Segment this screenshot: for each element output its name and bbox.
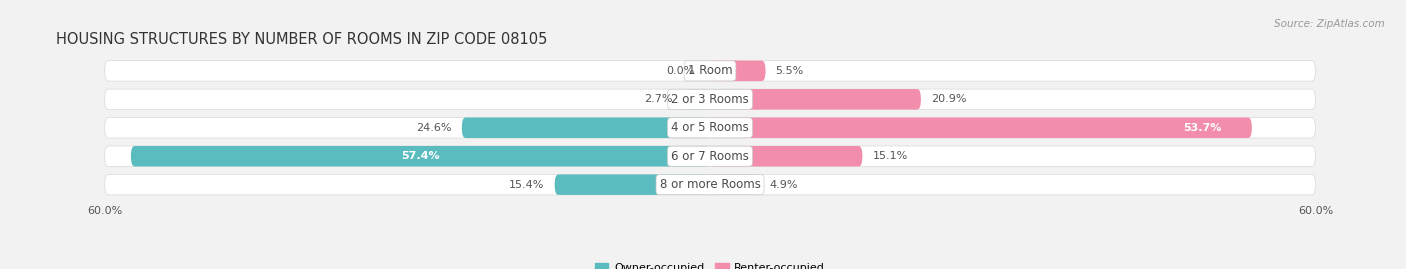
Text: Source: ZipAtlas.com: Source: ZipAtlas.com: [1274, 19, 1385, 29]
FancyBboxPatch shape: [683, 89, 710, 109]
FancyBboxPatch shape: [461, 118, 710, 138]
FancyBboxPatch shape: [104, 146, 1316, 167]
Text: 2.7%: 2.7%: [644, 94, 672, 104]
Text: HOUSING STRUCTURES BY NUMBER OF ROOMS IN ZIP CODE 08105: HOUSING STRUCTURES BY NUMBER OF ROOMS IN…: [56, 32, 547, 47]
Text: 4.9%: 4.9%: [769, 180, 799, 190]
FancyBboxPatch shape: [104, 118, 1316, 138]
FancyBboxPatch shape: [131, 146, 710, 167]
Text: 8 or more Rooms: 8 or more Rooms: [659, 178, 761, 191]
FancyBboxPatch shape: [104, 174, 1316, 195]
FancyBboxPatch shape: [710, 146, 862, 167]
FancyBboxPatch shape: [104, 61, 1316, 81]
Text: 5.5%: 5.5%: [776, 66, 804, 76]
Text: 6 or 7 Rooms: 6 or 7 Rooms: [671, 150, 749, 163]
Text: 15.4%: 15.4%: [509, 180, 544, 190]
Text: 15.1%: 15.1%: [873, 151, 908, 161]
Text: 24.6%: 24.6%: [416, 123, 451, 133]
FancyBboxPatch shape: [104, 89, 1316, 109]
Text: 2 or 3 Rooms: 2 or 3 Rooms: [671, 93, 749, 106]
Text: 20.9%: 20.9%: [931, 94, 966, 104]
FancyBboxPatch shape: [710, 89, 921, 109]
Text: 1 Room: 1 Room: [688, 64, 733, 77]
Text: 0.0%: 0.0%: [666, 66, 695, 76]
Text: 57.4%: 57.4%: [401, 151, 440, 161]
FancyBboxPatch shape: [554, 174, 710, 195]
Text: 4 or 5 Rooms: 4 or 5 Rooms: [671, 121, 749, 134]
FancyBboxPatch shape: [710, 118, 1251, 138]
Legend: Owner-occupied, Renter-occupied: Owner-occupied, Renter-occupied: [591, 258, 830, 269]
Text: 53.7%: 53.7%: [1184, 123, 1222, 133]
FancyBboxPatch shape: [710, 61, 765, 81]
FancyBboxPatch shape: [710, 174, 759, 195]
